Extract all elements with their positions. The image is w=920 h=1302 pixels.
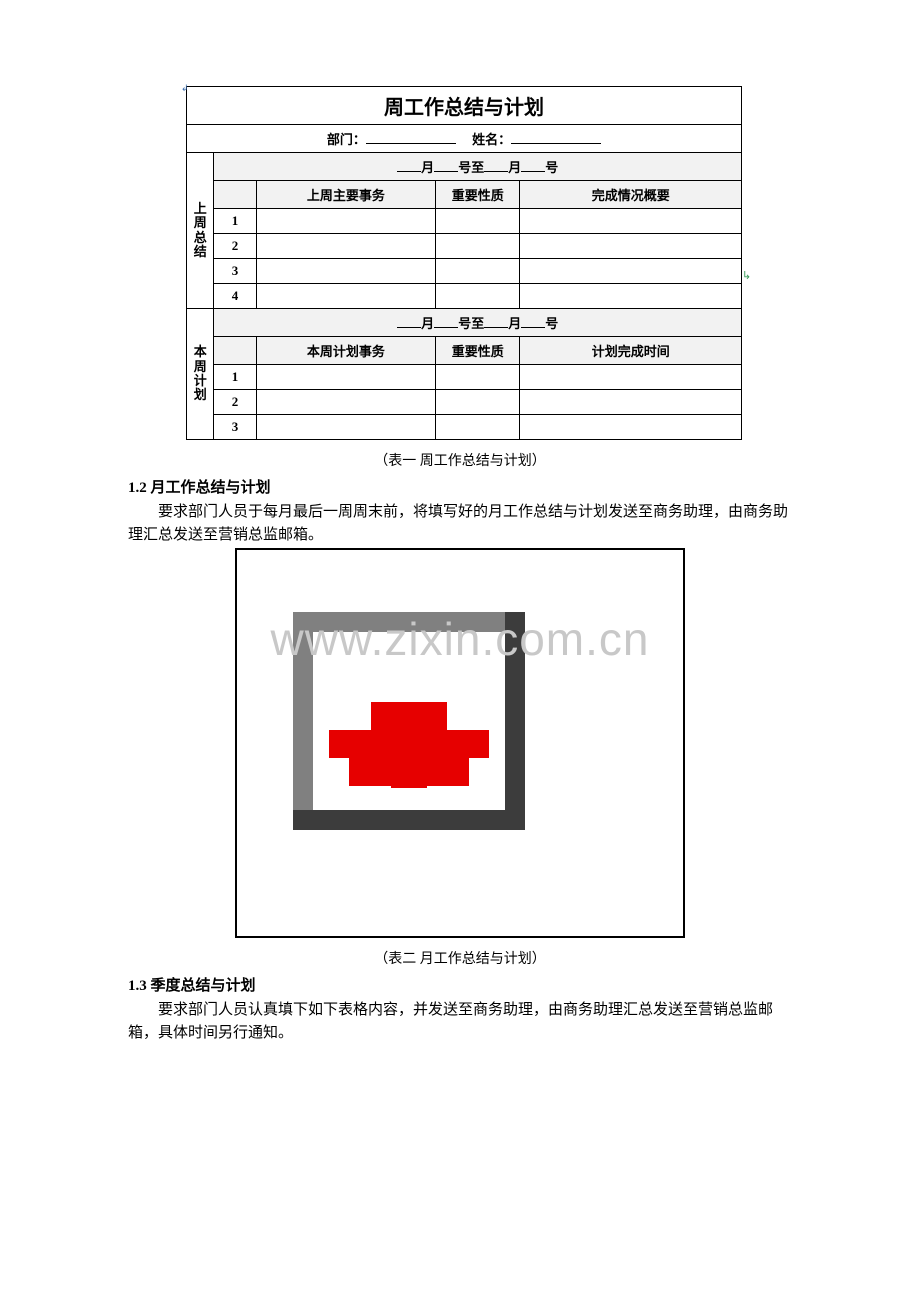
d1: 号 xyxy=(458,160,471,175)
cell xyxy=(256,390,435,415)
col-last-task: 上周主要事务 xyxy=(256,181,435,209)
edit-marker-right: ↳ xyxy=(742,269,751,282)
d3: 号 xyxy=(458,316,471,331)
row-idx: 1 xyxy=(214,209,256,234)
cell xyxy=(256,365,435,390)
this-week-vertical-label: 本周计划 xyxy=(187,309,214,440)
to1: 至 xyxy=(471,160,484,175)
m4: 月 xyxy=(508,316,521,331)
cell xyxy=(520,365,742,390)
document-page: 周工作总结与计划 部门： 姓名： 上周总结 月号至月号 上周主要事务 重要性质 … xyxy=(0,0,920,1044)
cell xyxy=(436,259,520,284)
cell xyxy=(436,365,520,390)
section-1-2-body: 要求部门人员于每月最后一周周末前，将填写好的月工作总结与计划发送至商务助理，由商… xyxy=(128,501,792,546)
cell xyxy=(520,234,742,259)
weekly-form-table: 周工作总结与计划 部门： 姓名： 上周总结 月号至月号 上周主要事务 重要性质 … xyxy=(186,86,742,440)
col-last-done: 完成情况概要 xyxy=(520,181,742,209)
cell xyxy=(520,390,742,415)
cell xyxy=(256,284,435,309)
d2: 号 xyxy=(545,160,558,175)
col-this-plantime: 计划完成时间 xyxy=(520,337,742,365)
row-idx: 2 xyxy=(214,390,256,415)
last-week-vertical-label: 上周总结 xyxy=(187,153,214,309)
edit-marker-topleft: ↲ xyxy=(181,83,189,94)
cell xyxy=(520,284,742,309)
col-this-importance: 重要性质 xyxy=(436,337,520,365)
row-idx: 3 xyxy=(214,415,256,440)
broken-image-icon xyxy=(329,698,489,788)
row-idx: 1 xyxy=(214,365,256,390)
cell xyxy=(436,390,520,415)
missing-image-placeholder xyxy=(235,548,685,938)
form-info-row: 部门： 姓名： xyxy=(187,125,742,153)
cell xyxy=(520,259,742,284)
section-1-3-body: 要求部门人员认真填下如下表格内容，并发送至商务助理，由商务助理汇总发送至营销总监… xyxy=(128,999,792,1044)
cell xyxy=(436,415,520,440)
cell xyxy=(436,284,520,309)
col-idx-header2 xyxy=(214,337,256,365)
d4: 号 xyxy=(545,316,558,331)
cell xyxy=(256,415,435,440)
cell xyxy=(256,259,435,284)
section-1-2-heading: 1.2 月工作总结与计划 xyxy=(128,476,792,497)
m3: 月 xyxy=(421,316,434,331)
cell xyxy=(256,209,435,234)
col-last-importance: 重要性质 xyxy=(436,181,520,209)
dept-label: 部门： xyxy=(327,132,366,147)
cell xyxy=(436,209,520,234)
this-week-date-row: 月号至月号 xyxy=(214,309,742,337)
row-idx: 2 xyxy=(214,234,256,259)
last-week-date-row: 月号至月号 xyxy=(214,153,742,181)
cell xyxy=(436,234,520,259)
caption-table2: （表二 月工作总结与计划） xyxy=(128,948,792,968)
cell xyxy=(256,234,435,259)
to2: 至 xyxy=(471,316,484,331)
row-idx: 3 xyxy=(214,259,256,284)
caption-table1: （表一 周工作总结与计划） xyxy=(128,450,792,470)
section-1-3-heading: 1.3 季度总结与计划 xyxy=(128,974,792,995)
cell xyxy=(520,415,742,440)
col-idx-header xyxy=(214,181,256,209)
name-label: 姓名： xyxy=(472,132,511,147)
m1: 月 xyxy=(421,160,434,175)
cell xyxy=(520,209,742,234)
row-idx: 4 xyxy=(214,284,256,309)
m2: 月 xyxy=(508,160,521,175)
col-this-task: 本周计划事务 xyxy=(256,337,435,365)
form-title: 周工作总结与计划 xyxy=(187,87,742,125)
